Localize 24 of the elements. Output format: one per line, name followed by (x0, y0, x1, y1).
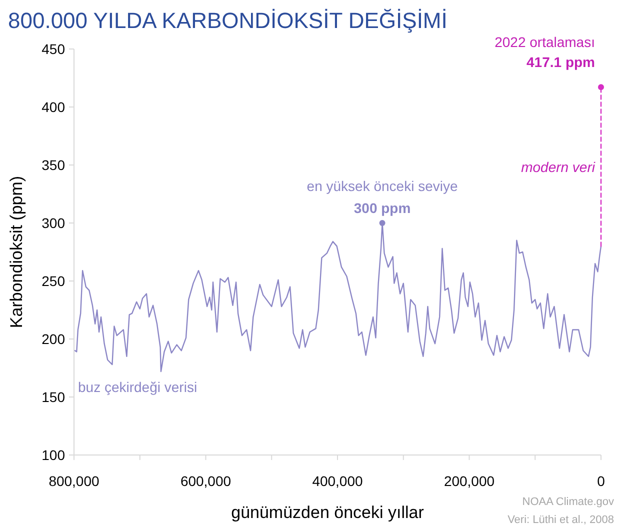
y-tick-label: 200 (42, 330, 66, 347)
annotation: modern veri (521, 159, 596, 175)
y-tick-label: 400 (42, 98, 66, 115)
x-tick-label: 0 (597, 473, 606, 489)
annotation: 2022 ortalaması (494, 34, 595, 50)
y-tick-label: 450 (42, 40, 66, 57)
annotation: buz çekirdeği verisi (78, 379, 198, 395)
annotation: 417.1 ppm (526, 54, 595, 70)
y-tick-label: 350 (42, 156, 66, 173)
chart-title: 800.000 YILDA KARBONDİOKSİT DEĞİŞİMİ (8, 8, 448, 33)
x-tick-label: 400,000 (312, 473, 364, 489)
y-tick-label: 300 (42, 214, 66, 231)
y-tick-label: 150 (42, 388, 66, 405)
annotation: en yüksek önceki seviye (306, 178, 458, 194)
x-axis-title: günümüzden önceki yıllar (231, 503, 424, 522)
y-tick-label: 100 (42, 446, 66, 463)
x-tick-label: 600,000 (180, 473, 232, 489)
y-axis-title: Karbondioksit (ppm) (7, 176, 26, 328)
x-tick-label: 200,000 (444, 473, 495, 489)
text: NOAA Climate.gov (522, 496, 614, 508)
x-tick-label: 800,000 (48, 473, 100, 489)
y-tick-label: 250 (42, 272, 66, 289)
text: Veri: Lüthi et al., 2008 (508, 514, 614, 526)
annotation: 300 ppm (354, 200, 411, 216)
